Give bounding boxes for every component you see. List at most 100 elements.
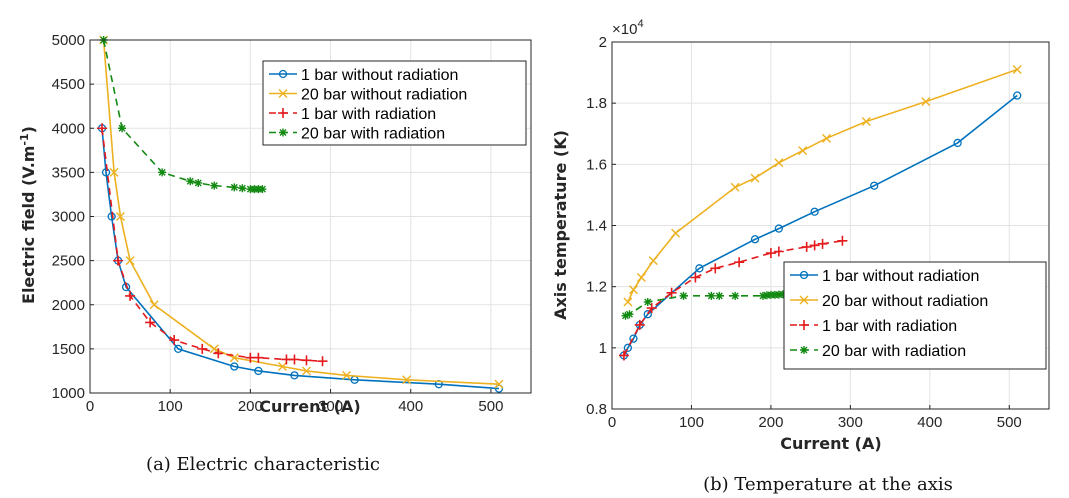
b-ytick-label: 2	[599, 34, 607, 51]
a-xtick-label: 200	[238, 398, 263, 415]
b-legend-item-1: 20 bar without radiation	[790, 293, 988, 310]
b-series-2	[618, 235, 848, 361]
y-exponent-power: 4	[637, 18, 643, 30]
a-series-0	[97, 124, 504, 393]
a-point	[209, 344, 219, 354]
a-legend-item-0: 1 bar without radiation	[269, 67, 458, 84]
a-legend-item-2: 1 bar with radiation	[269, 106, 436, 123]
a-point	[230, 362, 239, 371]
b-point	[629, 334, 638, 343]
b-point	[623, 297, 633, 307]
b-point	[765, 248, 776, 259]
y-exponent-b: ×104	[612, 18, 644, 38]
a-point	[149, 300, 159, 310]
x-axis-label-a: Current (A)	[259, 397, 360, 416]
y-exponent-base: ×10	[612, 21, 637, 38]
a-xtick-label: 500	[478, 398, 503, 415]
a-point	[186, 177, 195, 186]
b-xtick-label: 0	[608, 414, 616, 431]
b-point	[953, 138, 962, 148]
a-point	[97, 123, 108, 134]
b-ytick-label: 1.4	[586, 218, 607, 235]
b-xtick-label: 500	[997, 414, 1022, 431]
b-legend-label: 1 bar with radiation	[822, 318, 957, 335]
b-point	[734, 257, 745, 268]
a-xtick-label: 400	[398, 398, 423, 415]
b-xtick-label: 200	[758, 414, 783, 431]
ticks-b: 0 100 200 300 400 500 0.8 1 1.2 1.4 1.6 1.8 2	[586, 34, 1022, 431]
a-point	[169, 335, 180, 346]
b-point	[623, 343, 633, 352]
a-point	[250, 185, 259, 194]
caption-a: (a) Electric characteristic	[146, 454, 380, 475]
a-legend-box	[262, 60, 527, 146]
b-legend-marker	[800, 346, 808, 354]
a-point	[194, 178, 203, 187]
b-point	[861, 117, 871, 127]
b-point	[666, 287, 677, 298]
b-point	[750, 173, 760, 183]
b-point	[707, 291, 716, 300]
a-ytick-label: 1500	[52, 341, 85, 358]
b-point	[695, 264, 704, 273]
b-point	[870, 181, 879, 190]
a-xtick-label: 0	[86, 398, 94, 415]
b-legend-item-3: 20 bar with radiation	[790, 343, 966, 360]
legend-b: 1 bar without radiation 20 bar without ra…	[783, 261, 1047, 370]
legend-a: 1 bar without radiation 20 bar without ra…	[262, 60, 527, 146]
b-point	[618, 350, 629, 361]
b-point	[801, 241, 812, 252]
b-point	[817, 238, 828, 249]
series-b	[618, 65, 1022, 361]
b-point	[643, 310, 652, 319]
b-point	[648, 256, 658, 266]
a-xtick-label: 300	[318, 398, 343, 415]
b-ytick-label: 1.6	[586, 156, 607, 173]
a-point	[258, 185, 267, 194]
a-point	[109, 167, 119, 177]
b-ytick-label: 1.8	[586, 95, 607, 112]
b-ytick-label: 0.8	[586, 401, 607, 418]
a-legend-marker	[278, 69, 288, 79]
a-ytick-label: 4000	[52, 120, 85, 137]
a-series-line-1	[102, 39, 499, 385]
a-point	[238, 184, 247, 193]
x-axis-label-b: Current (A)	[780, 434, 881, 453]
series-a	[97, 35, 504, 393]
a-legend-item-1: 20 bar without radiation	[269, 87, 467, 104]
b-point	[625, 310, 634, 319]
b-legend-marker	[799, 270, 809, 280]
a-ytick-label: 3000	[52, 209, 85, 226]
b-series-3	[621, 290, 787, 320]
b-point	[710, 263, 721, 274]
y-axis-label-a-close: )	[19, 126, 38, 133]
b-point	[837, 235, 848, 246]
a-legend-marker	[278, 108, 288, 118]
b-point	[715, 291, 724, 300]
a-point	[113, 255, 124, 266]
y-axis-label-a: Electric field (V.m-1)	[18, 126, 38, 304]
a-point	[301, 355, 312, 366]
b-point	[690, 272, 701, 283]
b-point	[822, 133, 832, 143]
a-xtick-label: 100	[158, 398, 183, 415]
a-ytick-label: 2500	[52, 253, 85, 270]
b-point	[810, 207, 819, 216]
a-point	[125, 290, 136, 301]
b-point	[798, 146, 808, 156]
b-legend-label: 20 bar with radiation	[822, 343, 966, 360]
b-point	[636, 272, 646, 282]
b-point	[671, 228, 681, 238]
a-point	[277, 362, 287, 372]
a-point	[494, 379, 504, 389]
a-point	[174, 344, 183, 354]
b-point	[731, 291, 740, 300]
a-legend-label: 1 bar with radiation	[301, 106, 436, 123]
a-point	[253, 352, 264, 363]
a-ytick-label: 3500	[52, 164, 85, 181]
chart-electric-characteristic: 0 100 200 300 400 500 1000 1500 2000 2500 3000 3500…	[18, 32, 532, 475]
b-point	[774, 158, 784, 168]
a-point	[402, 375, 412, 385]
b-xtick-label: 100	[679, 414, 704, 431]
